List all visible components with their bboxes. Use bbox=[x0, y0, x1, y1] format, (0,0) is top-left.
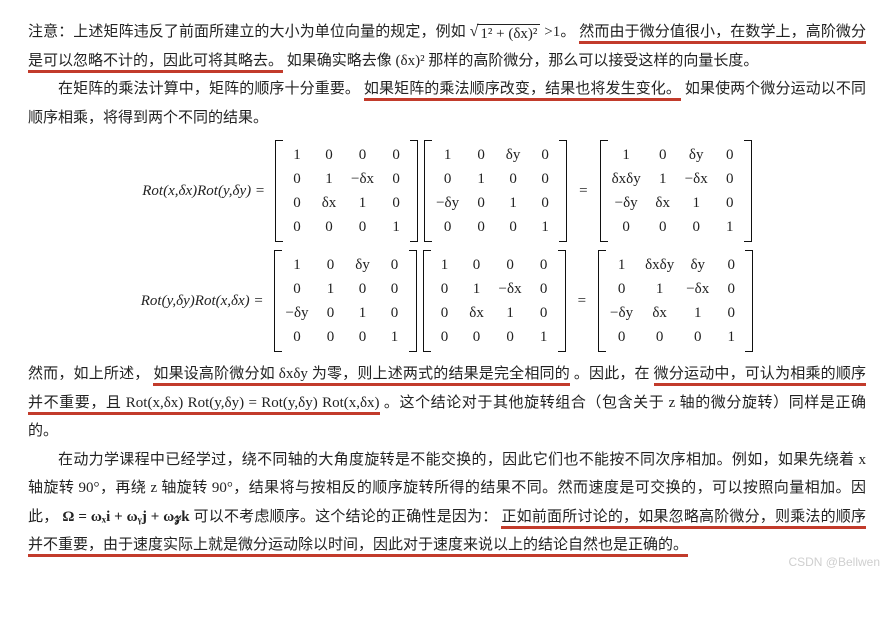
equals-sign: = bbox=[578, 287, 586, 316]
matrix-cell: 0 bbox=[503, 213, 523, 242]
matrix-a: 100001−δx00δx100001 bbox=[423, 250, 566, 352]
matrix-cell: 0 bbox=[321, 323, 341, 352]
matrix-cell: 0 bbox=[653, 213, 673, 242]
matrix-cell: 0 bbox=[685, 213, 708, 242]
matrix-cell: 1 bbox=[721, 323, 741, 352]
equation-lhs: Rot(y,δy)Rot(x,δx) = bbox=[141, 287, 264, 316]
text: 。因此，在 bbox=[574, 366, 650, 382]
matrix-cell: 0 bbox=[610, 323, 633, 352]
text: 在矩阵的乘法计算中，矩阵的顺序十分重要。 bbox=[58, 81, 360, 97]
paragraph: 在矩阵的乘法计算中，矩阵的顺序十分重要。 如果矩阵的乘法顺序改变，结果也将发生变… bbox=[28, 75, 866, 132]
matrix-cell: 0 bbox=[499, 323, 522, 352]
paragraph: 在动力学课程中已经学过，绕不同轴的大角度旋转是不能交换的，因此它们也不能按不同次… bbox=[28, 446, 866, 560]
matrix-cell: 0 bbox=[435, 323, 455, 352]
matrix-cell: 1 bbox=[535, 213, 555, 242]
equals-sign: = bbox=[579, 177, 587, 206]
matrix-cell: 0 bbox=[286, 323, 309, 352]
paragraph: 然而，如上所述， 如果设高阶微分如 δxδy 为零，则上述两式的结果是完全相同的… bbox=[28, 360, 866, 446]
text: 如果确实略去像 (δx)² 那样的高阶微分，那么可以接受这样的向量长度。 bbox=[287, 53, 759, 69]
matrix-b: 10δy00100−δy0100001 bbox=[424, 140, 567, 242]
matrix-cell: 0 bbox=[351, 213, 374, 242]
text: 注意：上述矩阵违反了前面所建立的大小为单位向量的规定，例如 bbox=[28, 24, 470, 40]
matrix-a: 100001−δx00δx100001 bbox=[275, 140, 418, 242]
matrix-result: 1δxδyδy001−δx0−δyδx100001 bbox=[598, 250, 753, 352]
underlined-text: 如果设高阶微分如 δxδy 为零，则上述两式的结果是完全相同的 bbox=[153, 366, 570, 386]
matrix-cell: 0 bbox=[436, 213, 459, 242]
matrix-cell: 0 bbox=[319, 213, 339, 242]
paragraph-note: 注意：上述矩阵违反了前面所建立的大小为单位向量的规定，例如 √1² + (δx)… bbox=[28, 18, 866, 75]
equation-lhs: Rot(x,δx)Rot(y,δy) = bbox=[142, 177, 265, 206]
matrix-cell: 0 bbox=[686, 323, 709, 352]
watermark: CSDN @Bellwen bbox=[788, 551, 880, 574]
text: 然而，如上所述， bbox=[28, 366, 149, 382]
matrix-cell: 0 bbox=[353, 323, 373, 352]
matrix-cell: 1 bbox=[534, 323, 554, 352]
matrix-cell: 0 bbox=[467, 323, 487, 352]
sqrt-expression: √1² + (δx)² bbox=[470, 24, 541, 45]
matrix-cell: 0 bbox=[645, 323, 674, 352]
text: 可以不考虑顺序。这个结论的正确性是因为： bbox=[194, 509, 498, 525]
matrix-cell: 1 bbox=[386, 213, 406, 242]
matrix-cell: 0 bbox=[471, 213, 491, 242]
equation-row-1: Rot(x,δx)Rot(y,δy) = 100001−δx00δx100001… bbox=[28, 140, 866, 242]
matrix-cell: 1 bbox=[720, 213, 740, 242]
text: >1。 bbox=[544, 24, 575, 40]
matrix-cell: 0 bbox=[287, 213, 307, 242]
matrix-result: 10δy0δxδy1−δx0−δyδx100001 bbox=[600, 140, 752, 242]
matrix-b: 10δy00100−δy0100001 bbox=[274, 250, 417, 352]
matrix-cell: 0 bbox=[612, 213, 641, 242]
matrix-cell: 1 bbox=[385, 323, 405, 352]
equation-row-2: Rot(y,δy)Rot(x,δx) = 10δy00100−δy0100001… bbox=[28, 250, 866, 352]
inline-math: Ω = ωₓi + ωᵧj + ω𝓏k bbox=[62, 509, 189, 525]
underlined-text: 如果矩阵的乘法顺序改变，结果也将发生变化。 bbox=[364, 81, 681, 101]
